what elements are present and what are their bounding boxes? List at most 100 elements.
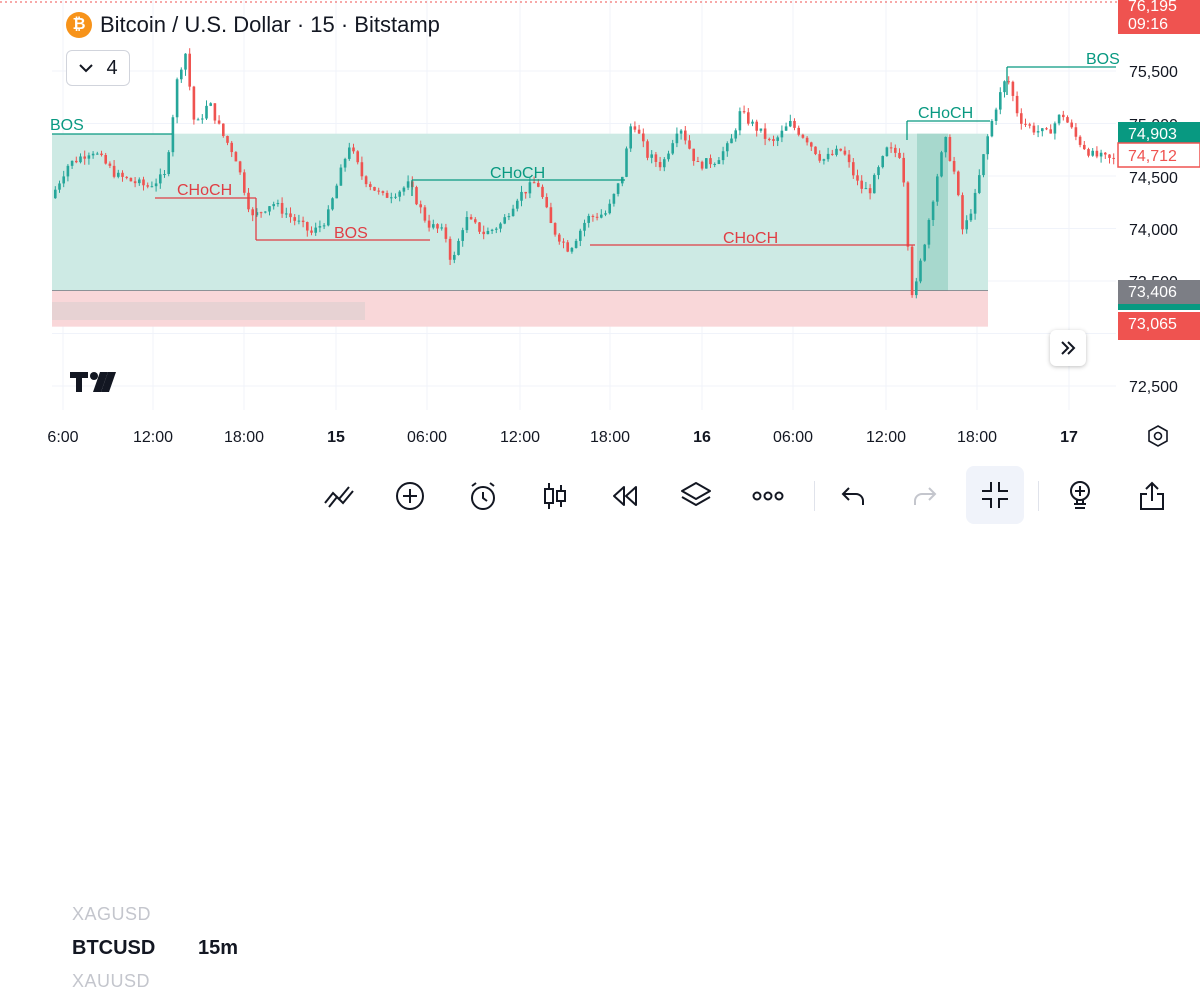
candle [738, 107, 742, 136]
candle-body [268, 206, 271, 212]
candle-body [289, 213, 292, 218]
candle-body [558, 234, 561, 242]
candle [591, 214, 595, 222]
idea-bulb-icon [1070, 481, 1090, 509]
alert-button[interactable] [463, 476, 503, 516]
candle-body [570, 247, 574, 252]
ideas-button[interactable] [1060, 476, 1100, 516]
candle [1066, 115, 1069, 123]
candle-body [104, 155, 107, 164]
indicators-toggle-button[interactable]: 4 [66, 50, 130, 86]
add-button[interactable] [390, 476, 430, 516]
candle [860, 175, 863, 194]
candle-body [902, 157, 905, 183]
exit-fullscreen-button[interactable] [966, 466, 1024, 524]
candle-body [133, 181, 137, 184]
last-price-badge: 74,712 [1128, 148, 1177, 165]
candle-body [818, 154, 821, 161]
x-axis-tick: 12:00 [500, 429, 540, 446]
symbol-selector[interactable]: BTCUSD [72, 937, 156, 959]
candle [66, 164, 70, 182]
candle-body [356, 151, 359, 163]
candle [318, 220, 322, 233]
candle [868, 184, 872, 200]
more-button[interactable] [748, 476, 788, 516]
layers-button[interactable] [676, 476, 716, 516]
candle [289, 207, 292, 223]
candle [545, 193, 548, 209]
candle [558, 232, 561, 245]
candle [196, 117, 200, 121]
candle-body [591, 215, 595, 217]
candle-body [986, 136, 989, 155]
candle-body [390, 197, 393, 199]
candle-body [910, 246, 914, 296]
price-chart[interactable]: BOSCHoCHBOSCHoCHCHoCHCHoCHBOS75,50075,00… [0, 0, 1200, 452]
candle [675, 127, 679, 148]
candle-body [700, 161, 704, 169]
candle [877, 165, 880, 180]
candle-body [448, 238, 452, 260]
replay-button[interactable] [605, 476, 645, 516]
symbol-next[interactable]: XAUUSD [72, 971, 151, 991]
candle [184, 53, 187, 76]
timeframe-selector[interactable]: 15m [198, 937, 239, 959]
candle [398, 190, 401, 202]
candle-body [616, 183, 620, 194]
candle [1062, 110, 1065, 121]
candle [1032, 122, 1036, 136]
candle-body [339, 167, 343, 186]
candle-body [948, 136, 952, 161]
candle [356, 150, 359, 165]
candle-body [868, 188, 872, 194]
candle [658, 156, 662, 171]
exit-fullscreen-icon [982, 482, 1008, 508]
candle-body [1099, 152, 1103, 157]
candle [717, 156, 721, 165]
candle [898, 148, 901, 159]
candle-body [322, 225, 326, 227]
candle-body [772, 139, 775, 141]
candle-body [217, 120, 221, 124]
candle-body [423, 207, 427, 221]
candle [264, 211, 267, 214]
y-axis-tick: 72,500 [1129, 379, 1178, 396]
zone-top-badge: 74,903 [1128, 126, 1177, 143]
candle [369, 181, 372, 191]
candle [721, 146, 725, 165]
candle [700, 160, 704, 171]
candle [709, 154, 712, 169]
candle-body [889, 147, 893, 149]
candle-body [839, 148, 842, 151]
candle [117, 169, 120, 179]
chart-area[interactable]: BOSCHoCHBOSCHoCHCHoCHCHoCHBOS75,50075,00… [0, 0, 1200, 452]
candle-body [852, 162, 855, 176]
chart-settings-icon[interactable] [1146, 424, 1170, 448]
candle-body [780, 130, 784, 138]
candle-body [469, 217, 473, 220]
x-axis-tick: 16 [693, 429, 711, 446]
candle-body [990, 120, 994, 137]
undo-button[interactable] [833, 476, 873, 516]
candle [751, 119, 754, 127]
symbol-prev[interactable]: XAGUSD [72, 904, 152, 924]
candle [280, 197, 284, 218]
candle [990, 119, 994, 138]
candle [688, 135, 691, 150]
candle-body [251, 209, 254, 216]
candle [679, 129, 683, 140]
candle-body [600, 214, 603, 218]
candle-body [213, 103, 217, 121]
chevron-down-icon [79, 64, 94, 73]
x-axis-tick: 18:00 [590, 429, 630, 446]
candle [923, 243, 926, 262]
symbol-title[interactable]: Bitcoin / U.S. Dollar · 15 · Bitstamp [100, 12, 440, 37]
chart-type-button[interactable] [535, 476, 575, 516]
redo-button[interactable] [905, 476, 945, 516]
scroll-to-realtime-button[interactable] [1050, 330, 1086, 366]
share-button[interactable] [1132, 476, 1172, 516]
candle [579, 228, 582, 247]
candle-body [1091, 150, 1094, 156]
drawings-button[interactable] [320, 476, 360, 516]
candle-body [394, 196, 397, 198]
